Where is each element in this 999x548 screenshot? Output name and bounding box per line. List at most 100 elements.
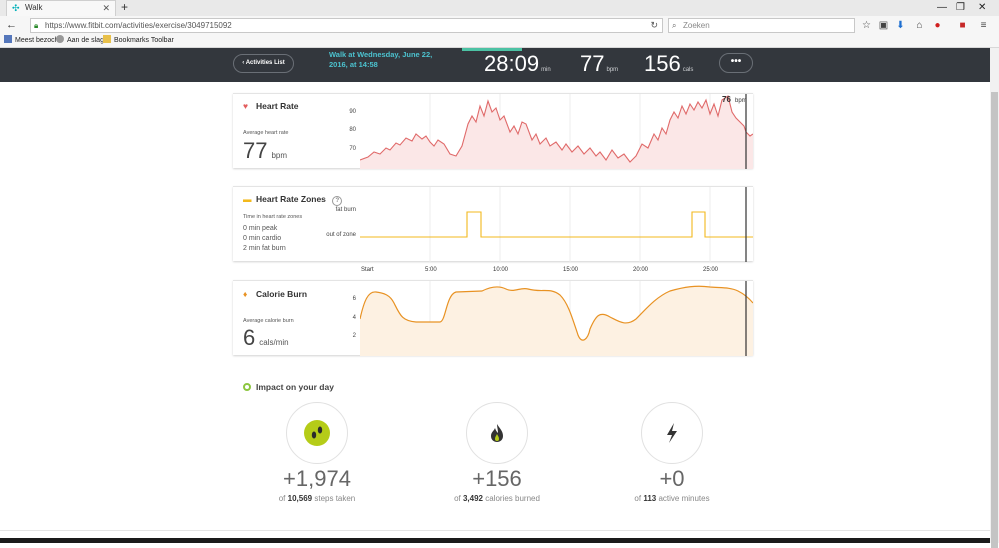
- heart-rate-line: [360, 95, 753, 163]
- heart-rate-area: [360, 96, 753, 169]
- calorie-burn-card: ♦ Calorie Burn Average calorie burn 6 cals…: [233, 280, 753, 356]
- tab-title: Walk: [25, 3, 43, 12]
- activity-header: ‹ Activities List Walk at Wednesday, Jun…: [0, 48, 990, 82]
- browser-navbar: ← 🔒︎ https://www.fitbit.com/activities/e…: [0, 16, 999, 35]
- heart-rate-zones-card: ▬ Heart Rate Zones ? Time in heart rate z…: [233, 186, 753, 262]
- home-icon[interactable]: ⌂: [916, 20, 923, 31]
- new-tab-icon[interactable]: +: [121, 0, 129, 14]
- time-tick-25: 25:00: [703, 267, 719, 273]
- fire-icon: [484, 420, 510, 446]
- calorie-value: 6 cals/min: [243, 325, 289, 350]
- reload-icon[interactable]: ↻: [650, 20, 658, 30]
- calorie-title: ♦ Calorie Burn: [243, 289, 308, 299]
- window-close-icon[interactable]: ✕: [978, 2, 987, 13]
- close-tab-icon[interactable]: ✕: [102, 3, 110, 13]
- globe-icon: [56, 35, 64, 43]
- page-scrollbar[interactable]: [990, 48, 999, 548]
- cal-tick-4: 4: [352, 315, 356, 321]
- heart-stat: 77 bpm: [580, 51, 619, 76]
- active-impact-value: +0: [659, 466, 685, 491]
- cal-tick-2: 2: [352, 333, 356, 339]
- calorie-line: [360, 285, 753, 341]
- url-text: https://www.fitbit.com/activities/exerci…: [45, 21, 232, 30]
- time-tick-5: 5:00: [425, 267, 437, 273]
- back-icon[interactable]: ←: [6, 19, 17, 31]
- more-options-button[interactable]: •••: [719, 53, 753, 73]
- heart-rate-value: 77 bpm: [243, 138, 288, 163]
- duration-stat: 28:09 min: [484, 51, 551, 76]
- heart-rate-sub: Average heart rate: [243, 130, 289, 136]
- search-input[interactable]: ⌕ Zoeken: [668, 18, 855, 33]
- zone-label-out-of-zone: out of zone: [326, 232, 356, 238]
- cal-tick-6: 6: [352, 296, 356, 302]
- flame-icon: ♦: [243, 289, 248, 299]
- hr-current-unit: bpm: [735, 98, 747, 104]
- hr-tick-80: 80: [349, 127, 356, 133]
- hr-tick-90: 90: [349, 109, 356, 115]
- minimize-icon[interactable]: —: [937, 2, 947, 13]
- active-impact-sub: of 113 active minutes: [634, 494, 710, 503]
- download-icon[interactable]: ⬇: [896, 20, 905, 31]
- hr-tick-70: 70: [349, 146, 356, 152]
- calories-circle: [466, 402, 528, 464]
- chevron-left-icon: ‹: [242, 60, 246, 66]
- lightning-icon: [659, 420, 685, 446]
- folder-icon: [103, 35, 111, 43]
- page-divider: [0, 530, 990, 531]
- zones-line: [360, 211, 753, 238]
- header-accent-bar: [462, 48, 522, 51]
- zone-fat-burn: 2 min fat burn: [243, 245, 286, 252]
- browser-tab[interactable]: ✣ Walk ✕: [6, 0, 116, 16]
- lock-icon: 🔒︎: [34, 21, 39, 30]
- calories-stat: 156 cals: [644, 51, 694, 76]
- steps-impact-sub: of 10,569 steps taken: [278, 494, 356, 503]
- restore-icon[interactable]: ❐: [956, 2, 965, 13]
- activities-list-button[interactable]: ‹ Activities List: [233, 54, 294, 73]
- time-tick-start: Start: [361, 267, 374, 273]
- zones-plot: [360, 187, 753, 262]
- zone-label-fat-burn: fat burn: [335, 207, 356, 213]
- time-tick-20: 20:00: [633, 267, 649, 273]
- heart-rate-card: ♥ Heart Rate Average heart rate 77 bpm 90 …: [233, 93, 753, 169]
- calorie-area: [360, 286, 753, 356]
- search-icon: ⌕: [672, 21, 677, 30]
- heart-rate-plot: 76 bpm: [360, 94, 753, 169]
- hr-current-value: 76: [722, 95, 731, 104]
- walk-info: Walk at Wednesday, June 22, 2016, at 14:…: [329, 50, 433, 69]
- calories-impact-value: +156: [472, 466, 522, 491]
- calories-impact-sub: of 3,492 calories burned: [454, 494, 540, 503]
- bookmark-icon: [4, 35, 12, 43]
- browser-titlebar: ✣ Walk ✕ + — ❐ ✕: [0, 0, 999, 16]
- zone-cardio: 0 min cardio: [243, 235, 282, 242]
- zones-title: ▬ Heart Rate Zones ?: [243, 194, 343, 206]
- bookmark-toolbar-folder[interactable]: Bookmarks Toolbar: [103, 35, 174, 47]
- bookmark-most-visited[interactable]: Meest bezocht: [4, 35, 61, 47]
- zones-help-icon[interactable]: ?: [332, 196, 343, 206]
- heart-rate-title: ♥ Heart Rate: [243, 101, 299, 111]
- zones-sub: Time in heart rate zones: [243, 214, 303, 220]
- bookmarks-toolbar: Meest bezocht Aan de slag Bookmarks Tool…: [0, 35, 999, 48]
- time-tick-15: 15:00: [563, 267, 579, 273]
- steps-circle: [286, 402, 348, 464]
- time-tick-10: 10:00: [493, 267, 509, 273]
- url-bar[interactable]: 🔒︎ https://www.fitbit.com/activities/exe…: [30, 18, 663, 33]
- os-taskbar: [0, 538, 990, 543]
- scrollbar-thumb[interactable]: [991, 92, 998, 548]
- impact-ring-icon: [243, 383, 251, 391]
- addon-abp-icon[interactable]: ●: [934, 20, 941, 31]
- footprints-icon: [304, 420, 330, 446]
- zone-peak: 0 min peak: [243, 225, 278, 232]
- steps-impact-value: +1,974: [283, 466, 351, 491]
- calorie-sub: Average calorie burn: [243, 318, 294, 324]
- addon-red-icon[interactable]: ■: [959, 20, 966, 31]
- active-minutes-circle: [641, 402, 703, 464]
- heart-icon: ♥: [243, 101, 249, 111]
- clipboard-icon[interactable]: ▣: [878, 20, 889, 31]
- impact-title: Impact on your day: [243, 382, 334, 392]
- bookmark-getting-started[interactable]: Aan de slag: [56, 35, 104, 47]
- calorie-plot: [360, 281, 753, 356]
- fitbit-favicon-icon: ✣: [12, 3, 20, 13]
- menu-icon[interactable]: ≡: [980, 20, 987, 31]
- star-icon[interactable]: ☆: [862, 20, 871, 31]
- search-placeholder: Zoeken: [683, 21, 710, 30]
